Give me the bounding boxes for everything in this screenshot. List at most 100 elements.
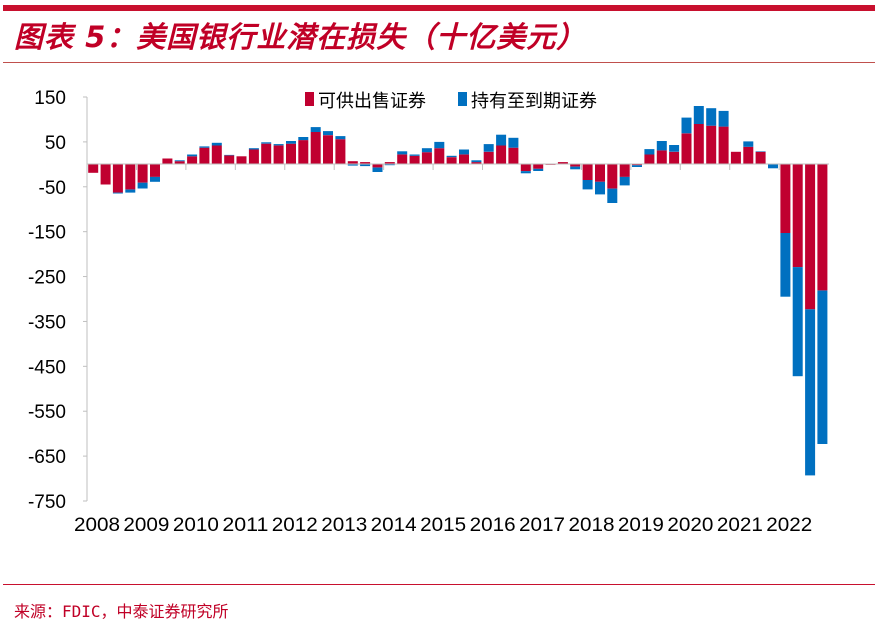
y-tick-label: -450	[28, 357, 66, 378]
bar-htm-20	[335, 136, 346, 140]
x-tick-label: 2018	[569, 515, 615, 536]
bar-afs-2	[112, 164, 123, 193]
bar-afs-5	[150, 164, 160, 177]
bar-htm-53	[743, 141, 754, 147]
bar-htm-23	[372, 167, 383, 172]
x-tick-label: 2016	[470, 515, 516, 536]
bar-afs-42	[607, 164, 618, 189]
bar-afs-11	[224, 155, 235, 165]
bar-afs-43	[619, 164, 630, 177]
x-tick-label: 2014	[371, 515, 417, 536]
y-tick-label: -650	[28, 447, 66, 468]
bar-afs-21	[347, 161, 358, 165]
bar-htm-54	[755, 151, 766, 152]
bar-htm-9	[199, 146, 210, 148]
bar-htm-34	[508, 137, 519, 148]
bar-afs-9	[199, 147, 210, 165]
bar-afs-23	[372, 164, 383, 168]
bar-afs-48	[681, 133, 692, 165]
bar-htm-40	[582, 180, 593, 190]
bar-afs-57	[792, 164, 803, 268]
y-ticks: 150 50 -50 -150 -250 -350 -450 -550 -650 -750	[28, 88, 87, 513]
bar-afs-30	[459, 154, 469, 165]
bar-htm-5	[150, 176, 160, 182]
y-tick-label: -350	[28, 312, 66, 333]
bar-afs-10	[211, 145, 222, 165]
bar-htm-57	[792, 267, 803, 377]
bar-htm-58	[805, 309, 816, 476]
bar-afs-33	[496, 145, 507, 165]
bar-afs-8	[187, 156, 198, 165]
bar-htm-59	[817, 290, 828, 444]
bar-htm-3	[125, 189, 136, 193]
bar-afs-52	[730, 151, 741, 165]
x-tick-label: 2011	[222, 515, 268, 536]
bar-htm-44	[632, 165, 642, 167]
bar-afs-3	[125, 164, 136, 190]
bar-afs-24	[384, 162, 395, 165]
bar-htm-47	[669, 145, 680, 152]
bar-afs-44	[632, 164, 642, 166]
bar-htm-50	[706, 108, 717, 126]
bar-htm-24	[384, 164, 395, 166]
bar-htm-14	[261, 142, 272, 144]
bar-htm-35	[520, 171, 531, 174]
footer-rule	[3, 584, 875, 585]
x-tick-label: 2017	[519, 515, 565, 536]
x-tick-label: 2013	[321, 515, 367, 536]
bar-afs-28	[434, 148, 445, 165]
bar-htm-7	[174, 160, 185, 162]
bar-afs-16	[286, 143, 296, 165]
bar-htm-33	[496, 134, 507, 146]
y-tick-label: -50	[39, 178, 66, 199]
bar-htm-51	[718, 110, 729, 127]
legend: 可供出售证券 持有至到期证券	[305, 91, 597, 112]
bar-afs-27	[421, 152, 432, 165]
bar-afs-38	[557, 162, 568, 165]
y-tick-label: 150	[34, 88, 66, 109]
bar-htm-32	[483, 144, 494, 152]
top-rule	[3, 5, 875, 11]
bar-htm-42	[607, 188, 618, 203]
legend-swatch-htm	[458, 92, 467, 106]
bar-afs-6	[162, 158, 173, 165]
bar-afs-7	[174, 161, 185, 165]
bar-afs-50	[706, 125, 717, 165]
bar-afs-19	[323, 135, 333, 165]
bar-htm-39	[570, 166, 581, 170]
y-tick-label: -750	[28, 492, 66, 513]
y-tick-label: 50	[45, 133, 66, 154]
x-tick-label: 2019	[618, 515, 664, 536]
bar-htm-43	[619, 176, 630, 186]
bar-htm-56	[780, 233, 791, 297]
bar-htm-45	[644, 149, 655, 155]
bar-htm-22	[360, 164, 371, 167]
bar-htm-18	[310, 127, 321, 132]
x-tick-label: 2012	[272, 515, 318, 536]
bar-htm-16	[286, 141, 296, 144]
bar-afs-39	[570, 164, 581, 167]
y-tick-label: -250	[28, 268, 66, 289]
bar-afs-31	[471, 162, 482, 165]
bar-afs-14	[261, 143, 272, 165]
bar-htm-4	[137, 182, 148, 189]
bar-htm-55	[768, 164, 778, 169]
bar-htm-31	[471, 160, 482, 163]
bar-afs-17	[298, 140, 309, 165]
x-tick-label: 2010	[173, 515, 219, 536]
legend-label-htm: 持有至到期证券	[471, 91, 597, 112]
y-tick-label: -150	[28, 223, 66, 244]
legend-label-afs: 可供出售证券	[318, 91, 426, 112]
bar-afs-12	[236, 156, 247, 165]
bar-htm-27	[421, 148, 432, 153]
bar-afs-34	[508, 147, 519, 165]
stacked-bar-chart: 150 50 -50 -150 -250 -350 -450 -550 -650 -750 200…	[28, 88, 829, 536]
legend-swatch-afs	[305, 92, 314, 106]
source-note: 来源：FDIC，中泰证券研究所	[14, 602, 229, 621]
bar-afs-49	[693, 123, 704, 165]
bar-afs-40	[582, 164, 593, 180]
bar-afs-36	[533, 164, 544, 169]
bar-afs-20	[335, 139, 346, 165]
bar-htm-21	[347, 164, 358, 166]
bar-afs-35	[520, 164, 531, 171]
